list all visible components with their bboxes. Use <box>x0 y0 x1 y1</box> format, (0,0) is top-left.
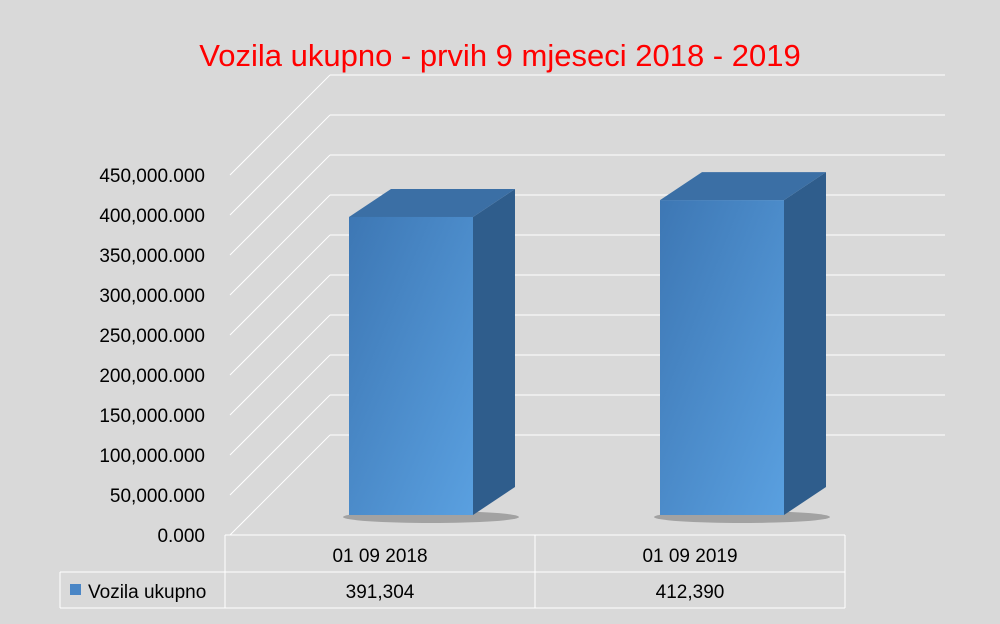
gridline-side <box>229 394 331 496</box>
y-tick-label: 200,000.000 <box>99 366 205 387</box>
bar <box>660 200 784 515</box>
data-table-value: 391,304 <box>346 582 415 603</box>
gridline-side <box>229 154 331 256</box>
legend-swatch <box>70 584 81 595</box>
gridline-side <box>229 274 331 376</box>
bar-side <box>473 188 515 516</box>
bar-side <box>784 172 826 515</box>
gridline-side <box>229 234 331 336</box>
y-tick-label: 50,000.000 <box>110 486 205 507</box>
chart-title: Vozila ukupno - prvih 9 mjeseci 2018 - 2… <box>199 38 800 73</box>
y-tick-label: 150,000.000 <box>99 406 205 427</box>
gridline-side <box>229 434 331 536</box>
x-category-label: 01 09 2018 <box>332 546 427 567</box>
y-tick-label: 300,000.000 <box>99 286 205 307</box>
x-category-label: 01 09 2019 <box>642 546 737 567</box>
y-tick-label: 450,000.000 <box>99 166 205 187</box>
gridline-side <box>229 74 331 176</box>
gridline-side <box>229 194 331 296</box>
y-tick-label: 0.000 <box>157 526 205 547</box>
data-table-value: 412,390 <box>656 582 725 603</box>
gridline-side <box>229 114 331 216</box>
legend-label: Vozila ukupno <box>88 582 206 603</box>
bar-top <box>660 172 826 201</box>
gridline-side <box>229 314 331 416</box>
gridline-side <box>229 354 331 456</box>
y-tick-label: 100,000.000 <box>99 446 205 467</box>
bar <box>349 216 473 516</box>
y-tick-label: 400,000.000 <box>99 206 205 227</box>
y-tick-label: 350,000.000 <box>99 246 205 267</box>
bar-top <box>349 188 515 217</box>
y-tick-label: 250,000.000 <box>99 326 205 347</box>
